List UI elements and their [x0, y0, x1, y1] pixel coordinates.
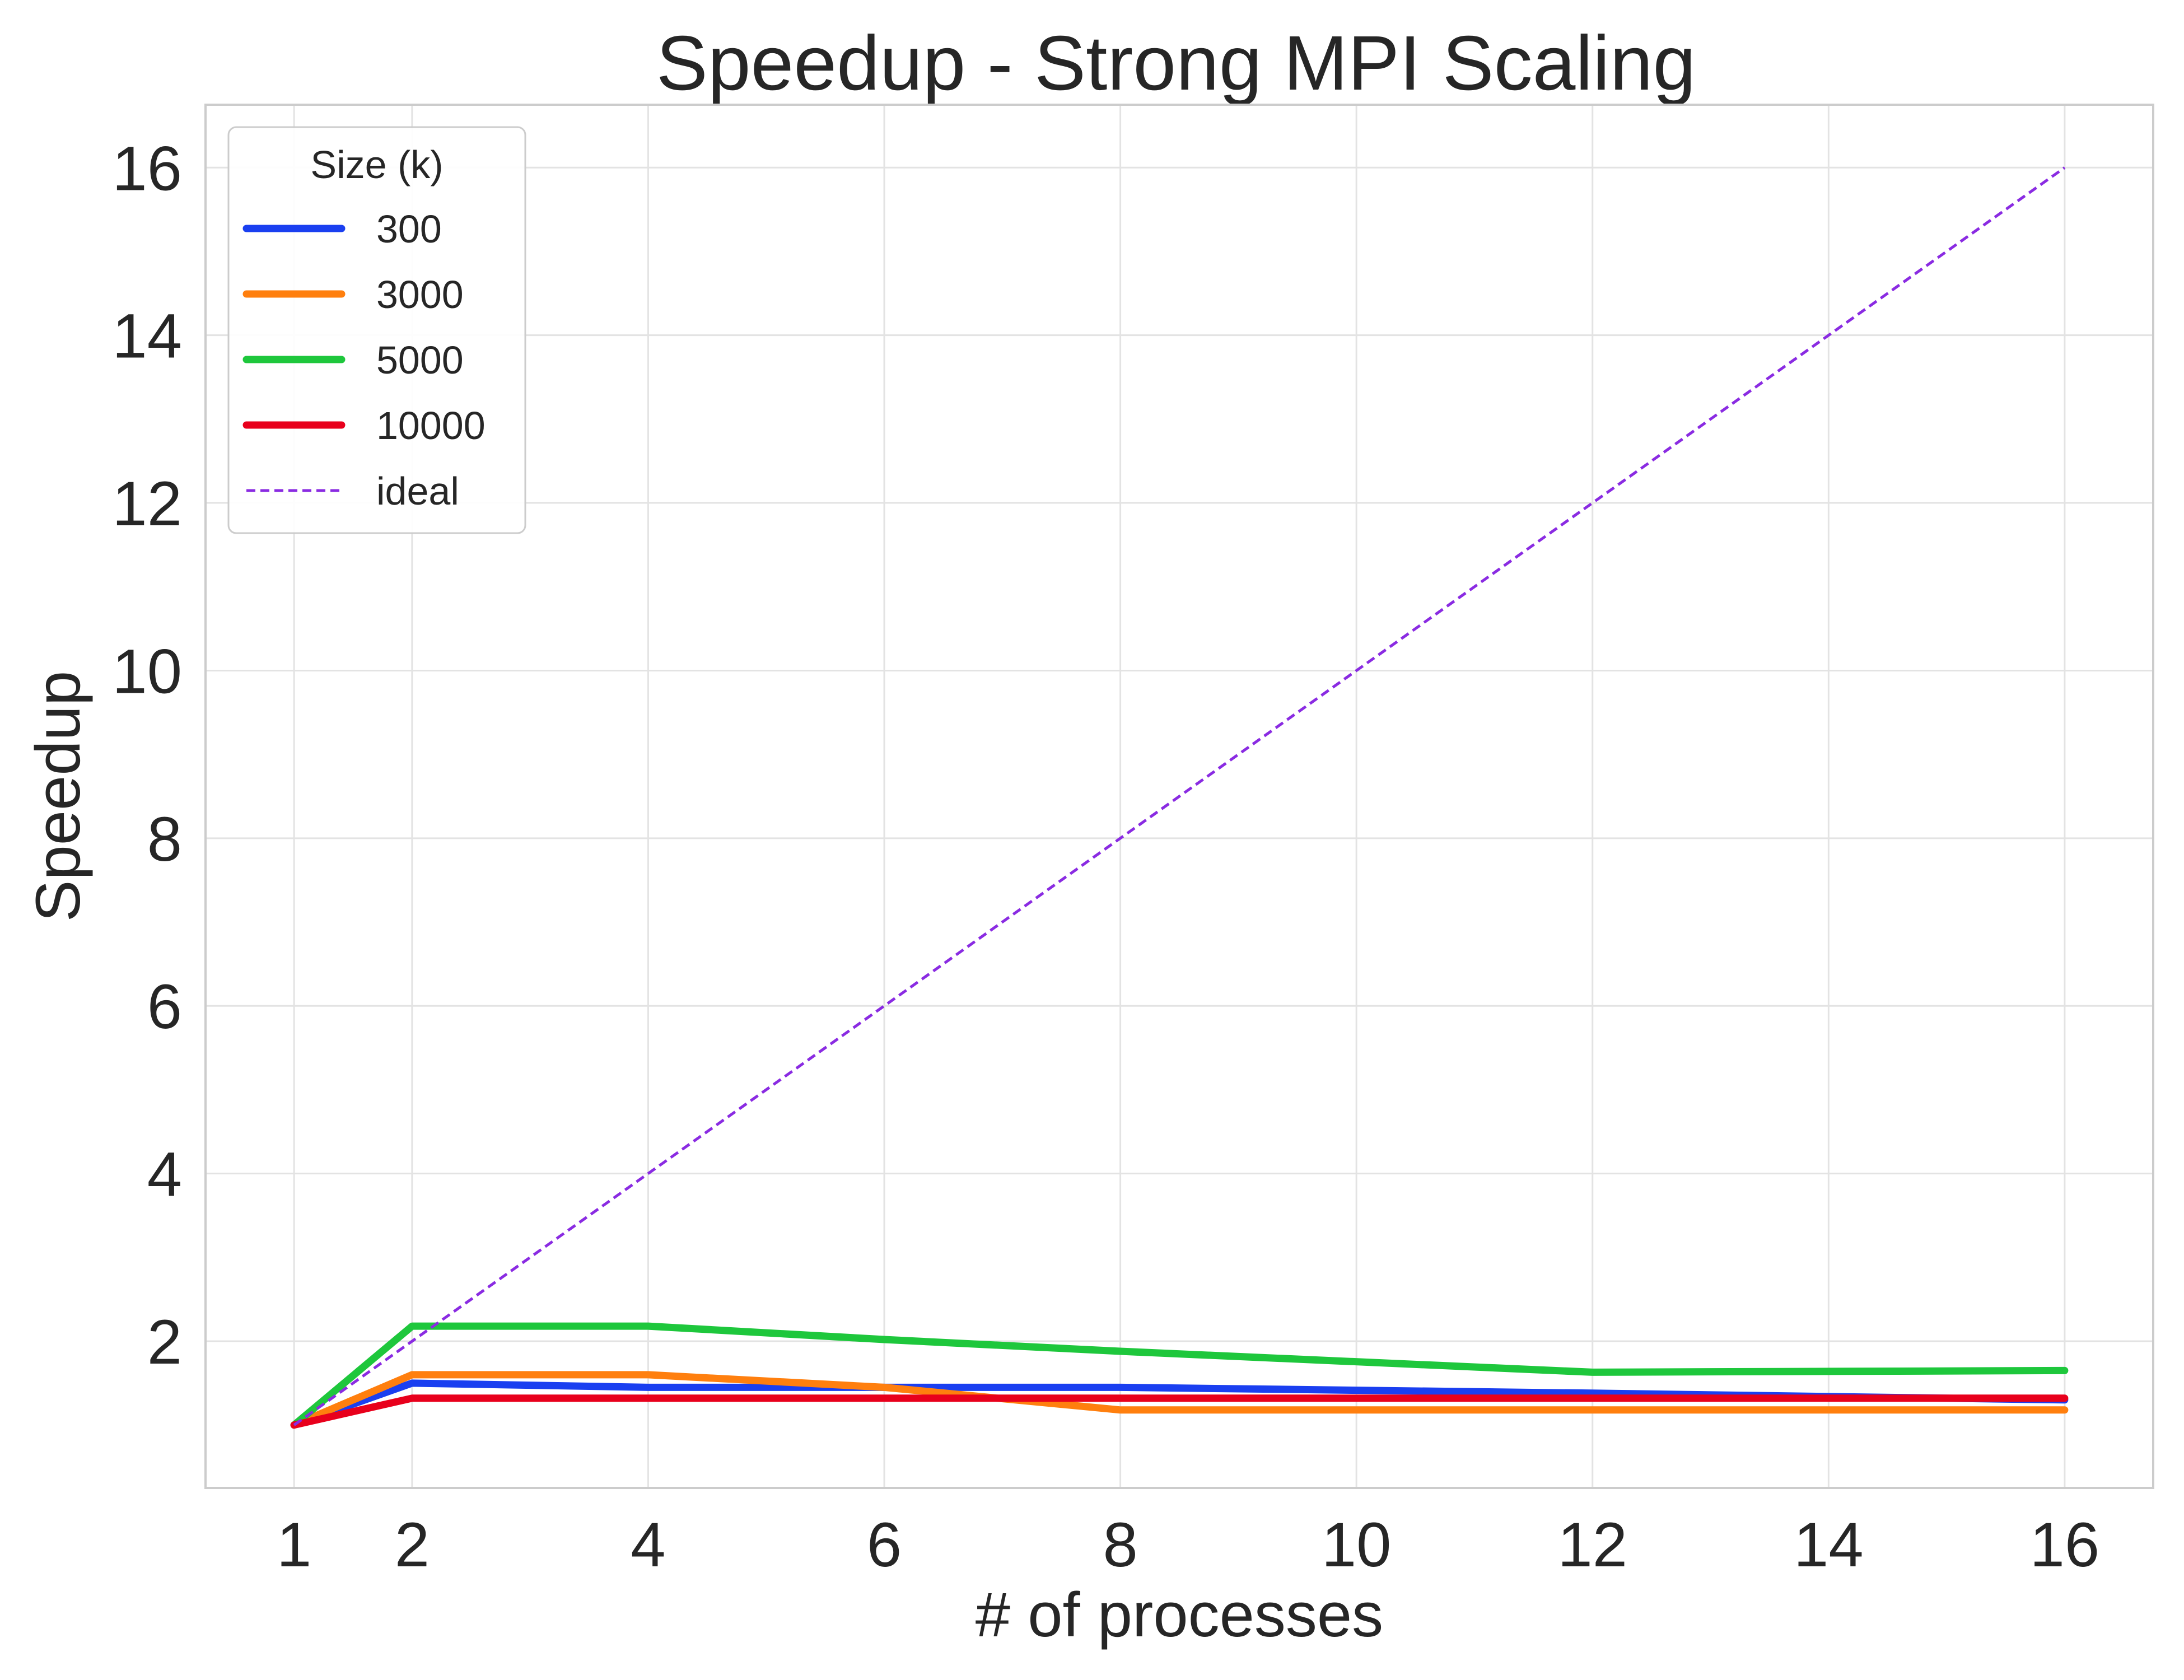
- series-line-3000: [290, 1371, 2069, 1429]
- y-tick-label: 6: [147, 972, 182, 1042]
- x-tick-label: 10: [1322, 1510, 1392, 1580]
- y-tick-label: 14: [112, 301, 182, 371]
- x-tick-label: 6: [867, 1510, 902, 1580]
- x-tick-labels: 1 2 4 6 8 10 12 14 16: [277, 1510, 2099, 1580]
- chart-title: Speedup - Strong MPI Scaling: [656, 20, 1696, 106]
- y-axis-label: Speedup: [23, 671, 93, 922]
- legend: Size (k) 300 3000 5000 10000 ideal: [227, 126, 526, 534]
- y-tick-label: 10: [112, 636, 182, 706]
- legend-label-ideal: ideal: [376, 469, 459, 513]
- series-line-10000: [290, 1394, 2069, 1429]
- y-tick-label: 16: [112, 133, 182, 203]
- legend-label-10000: 10000: [376, 404, 486, 447]
- legend-title: Size (k): [310, 143, 443, 186]
- x-tick-label: 4: [631, 1510, 665, 1580]
- legend-label-5000: 5000: [376, 338, 464, 382]
- x-tick-label: 2: [395, 1510, 430, 1580]
- x-tick-label: 14: [1794, 1510, 1864, 1580]
- y-tick-labels: 2 4 6 8 10 12 14 16: [112, 133, 182, 1377]
- legend-entries: 300 3000 5000 10000 ideal: [242, 207, 486, 513]
- y-tick-label: 8: [147, 804, 182, 874]
- series-layer: [290, 166, 2069, 1429]
- y-tick-label: 2: [147, 1307, 182, 1377]
- x-tick-label: 16: [2030, 1510, 2100, 1580]
- legend-label-300: 300: [376, 207, 442, 251]
- x-axis-label: # of processes: [976, 1580, 1383, 1650]
- series-line-ideal: [293, 166, 2066, 1426]
- x-tick-label: 1: [277, 1510, 311, 1580]
- series-line-5000: [290, 1322, 2069, 1429]
- x-tick-label: 8: [1103, 1510, 1137, 1580]
- x-tick-label: 12: [1557, 1510, 1627, 1580]
- y-tick-label: 4: [147, 1140, 182, 1210]
- y-tick-label: 12: [112, 469, 182, 539]
- plot-frame: [204, 104, 2154, 1489]
- legend-label-3000: 3000: [376, 273, 464, 316]
